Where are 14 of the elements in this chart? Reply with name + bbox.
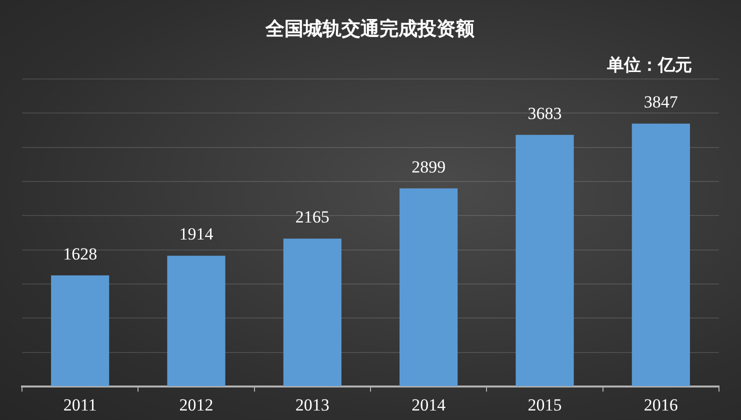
- x-tick-label: 2013: [295, 395, 330, 414]
- text: 单位：亿元: [606, 55, 692, 74]
- x-tick-label: 2012: [179, 395, 214, 414]
- x-tick-label: 2014: [412, 395, 446, 414]
- data-label: 2899: [412, 157, 446, 176]
- x-tick-label: 2016: [644, 395, 678, 414]
- x-tick-label: 2015: [528, 395, 562, 414]
- data-label: 1914: [179, 224, 214, 244]
- data-label: 2165: [295, 208, 330, 227]
- chart-title: 全国城轨交通完成投资额: [264, 18, 476, 40]
- x-tick-label: 2011: [63, 395, 97, 414]
- data-label: 3847: [644, 92, 678, 112]
- data-label: 1628: [63, 244, 98, 264]
- data-label: 3683: [528, 104, 562, 123]
